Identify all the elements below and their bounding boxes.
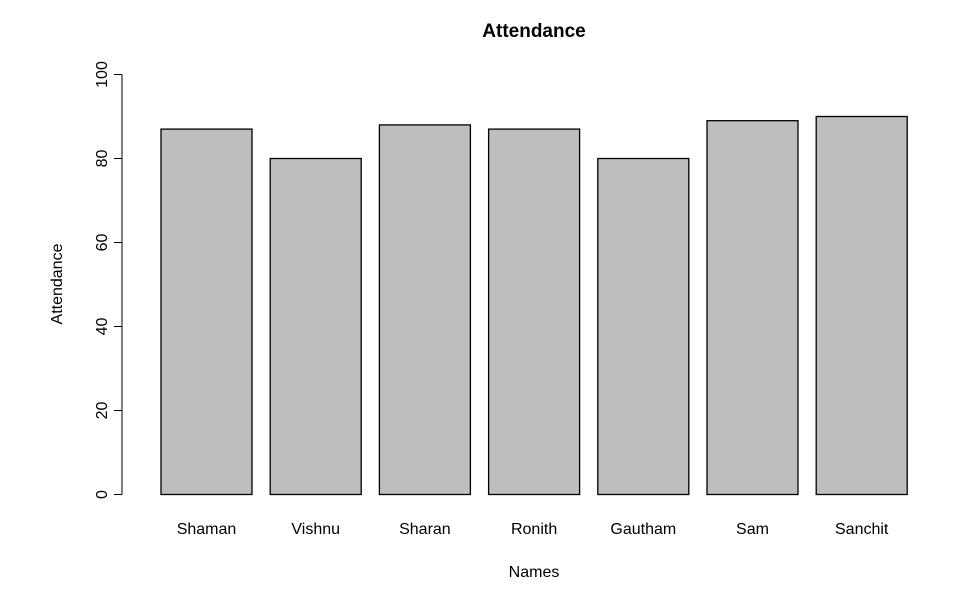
y-axis: 0 20 40 60 80 100 (94, 61, 123, 499)
y-tick-label: 60 (94, 234, 111, 252)
bar-shaman (160, 128, 253, 496)
x-tick-label: Sanchit (835, 521, 889, 538)
bar-sanchit (815, 115, 908, 496)
x-tick-label: Shaman (177, 521, 237, 538)
bar-sam (706, 120, 799, 496)
bar-sharan (378, 124, 472, 496)
x-tick-label: Ronith (511, 521, 557, 538)
bar-gautham (597, 157, 690, 496)
x-tick-label: Sharan (399, 521, 451, 538)
x-tick-label: Sam (736, 521, 769, 538)
y-tick-label: 0 (94, 490, 111, 499)
x-tick-label: Vishnu (291, 521, 340, 538)
bar-vishnu (269, 157, 362, 496)
y-tick-label: 80 (94, 150, 111, 168)
x-axis-label: Names (509, 564, 560, 581)
x-tick-label: Gautham (610, 521, 676, 538)
y-tick-label: 100 (94, 61, 111, 88)
y-tick-label: 40 (94, 318, 111, 336)
bars (160, 115, 908, 496)
bar-ronith (487, 128, 581, 496)
y-tick-label: 20 (94, 402, 111, 420)
x-tick-labels: Shaman Vishnu Sharan Ronith Gautham Sam Sanchi… (177, 521, 889, 538)
y-axis-label: Attendance (49, 243, 66, 324)
chart-title: Attendance (482, 21, 585, 42)
